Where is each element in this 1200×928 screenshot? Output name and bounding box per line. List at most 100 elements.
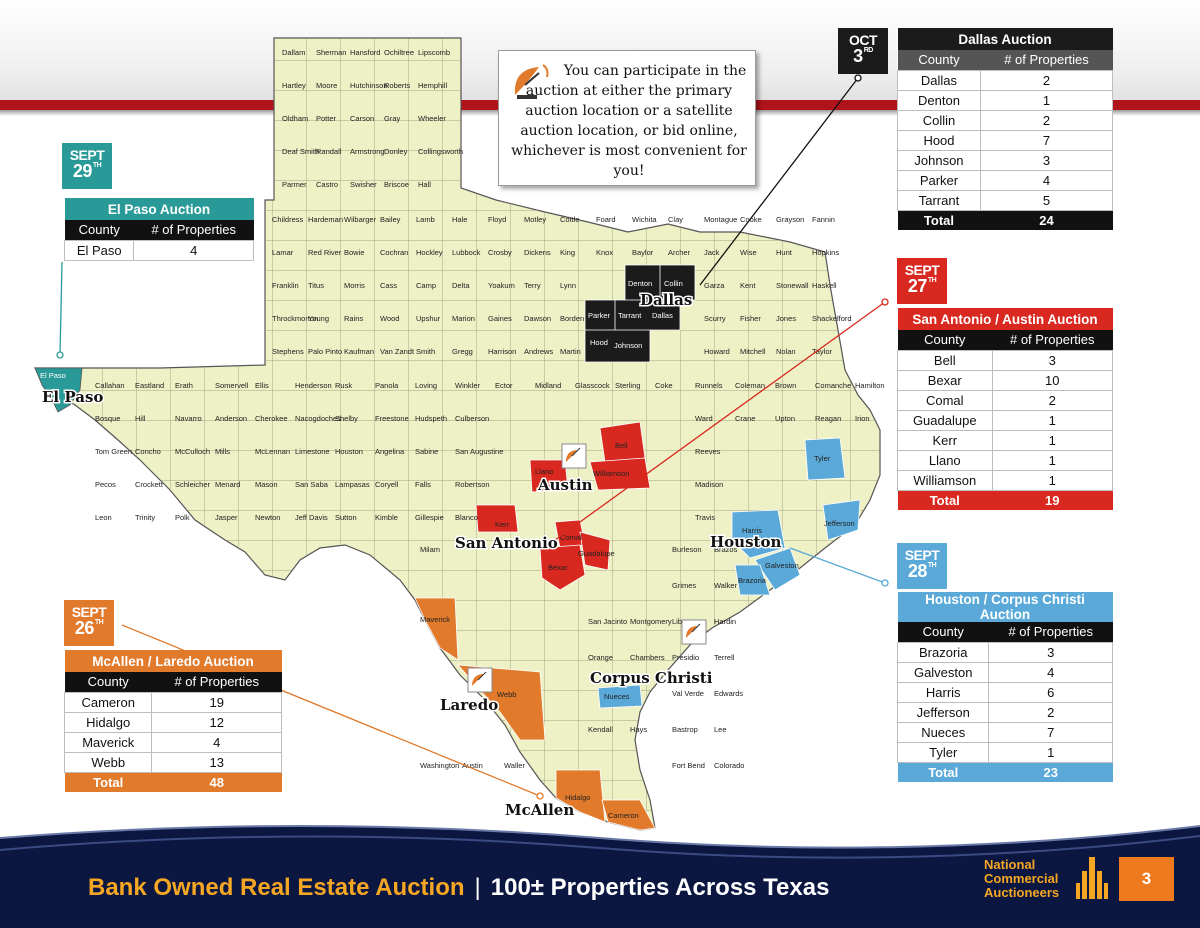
table-row: Kerr 1 [897,429,1114,451]
county-label: Val Verde [672,689,704,698]
label-galveston: Galveston [765,561,799,570]
properties-cell: 2 [979,69,1114,91]
county-label: Tom Green [95,447,132,456]
properties-cell: 4 [988,661,1113,683]
county-label: Cooke [740,215,762,224]
county-label: Wise [740,248,757,257]
table-row: Williamson 1 [897,469,1114,491]
label-tyler: Tyler [814,454,831,463]
table-header-row: County # of Properties [897,622,1113,642]
county-label: Dallam [282,48,305,57]
table-row: Dallas 2 [897,69,1114,91]
footer-separator: | [474,874,481,901]
county-label: Trinity [135,513,155,522]
properties-cell: 5 [979,189,1114,211]
county-label: Castro [316,180,338,189]
county-label: Brown [775,381,796,390]
footer-tagline: Bank Owned Real Estate Auction | 100± Prop… [88,874,829,902]
col-properties-header: # of Properties [992,330,1113,350]
county-label: Bosque [95,414,120,423]
county-label: Eastland [135,381,164,390]
county-label: Colorado [714,761,744,770]
total-value: 19 [992,490,1113,510]
properties-cell: 7 [979,129,1114,151]
county-label: San Jacinto [588,617,627,626]
label-llano: Llano [535,467,553,476]
county-label: Terrell [714,653,735,662]
label-collin: Collin [664,279,683,288]
county-label: Taylor [812,347,833,356]
footer-left-text: Bank Owned Real Estate Auction [88,874,465,901]
county-label: Wood [380,314,399,323]
county-label: San Augustine [455,447,503,456]
county-label: Gaines [488,314,512,323]
properties-cell: 7 [988,721,1113,743]
col-county-header: County [64,220,134,240]
county-label: Archer [668,248,691,257]
san-antonio-austin-region [475,421,651,591]
el-paso-auction-table: El Paso Auction County # of Properties El P… [63,198,254,261]
county-label: Coleman [735,381,765,390]
county-label: Shackelford [812,314,852,323]
county-label: Rains [344,314,363,323]
city-el-paso: El Paso [42,388,103,406]
county-label: Grayson [776,215,804,224]
county-label: Stephens [272,347,304,356]
county-label: Coke [655,381,673,390]
county-label: Harrison [488,347,516,356]
county-label: Callahan [95,381,125,390]
table-title-row: Houston / Corpus Christi Auction [897,592,1113,622]
label-williamson: Williamson [593,469,629,478]
county-label: Young [308,314,329,323]
table-total-row: Total 48 [64,772,282,792]
properties-cell: 13 [151,751,282,773]
label-el-paso: El Paso [40,371,66,380]
label-harris: Harris [742,526,762,535]
county-label: Montague [704,215,737,224]
county-label: Red River [308,248,342,257]
dallas-auction-table: Dallas Auction County # of Properties Dalla… [897,28,1114,230]
properties-cell: 4 [979,169,1114,191]
county-label: Newton [255,513,280,522]
county-cell: Jefferson [896,701,990,723]
table-title-row: McAllen / Laredo Auction [64,650,282,672]
county-label: Crockett [135,480,164,489]
county-cell: Dallas [897,69,981,91]
county-label: Loving [415,381,437,390]
table-row: Tyler 1 [896,741,1113,763]
city-corpus-christi: Corpus Christi [590,669,713,687]
county-label: Bastrop [672,725,698,734]
table-total-row: Total 24 [897,210,1113,230]
county-cell: Cameron [63,691,153,713]
county-label: Fannin [812,215,835,224]
label-dallas: Dallas [652,311,673,320]
county-label: Cottle [560,215,580,224]
badge-month: SEPT [904,547,940,563]
county-label: Donley [384,147,408,156]
county-label: Ochiltree [384,48,414,57]
properties-cell: 3 [988,641,1113,663]
county-label: Fisher [740,314,761,323]
label-cameron: Cameron [608,811,639,820]
label-maverick: Maverick [420,615,450,624]
county-label: Mitchell [740,347,766,356]
table-row: Harris 6 [896,681,1113,703]
houston-connector [789,547,886,584]
county-label: McLennan [255,447,290,456]
badge-day: 28TH [907,561,937,581]
county-label: Henderson [295,381,332,390]
info-box: You can participate in the auction at ei… [498,50,756,186]
county-cell: Denton [897,89,981,111]
brand-logo-icon [1076,857,1108,899]
county-label: Fort Bend [672,761,705,770]
houston-corpus-region [597,437,861,709]
table-title-row: Dallas Auction [897,28,1113,50]
county-label: Presidio [672,653,699,662]
table-row: Hood 7 [897,129,1114,151]
table-row: Parker 4 [897,169,1114,191]
county-label: Lampasas [335,480,370,489]
county-cell: Hood [897,129,981,151]
col-properties-header: # of Properties [133,220,254,240]
badge-houston: SEPT 28TH [897,543,947,589]
label-bell: Bell [615,441,628,450]
